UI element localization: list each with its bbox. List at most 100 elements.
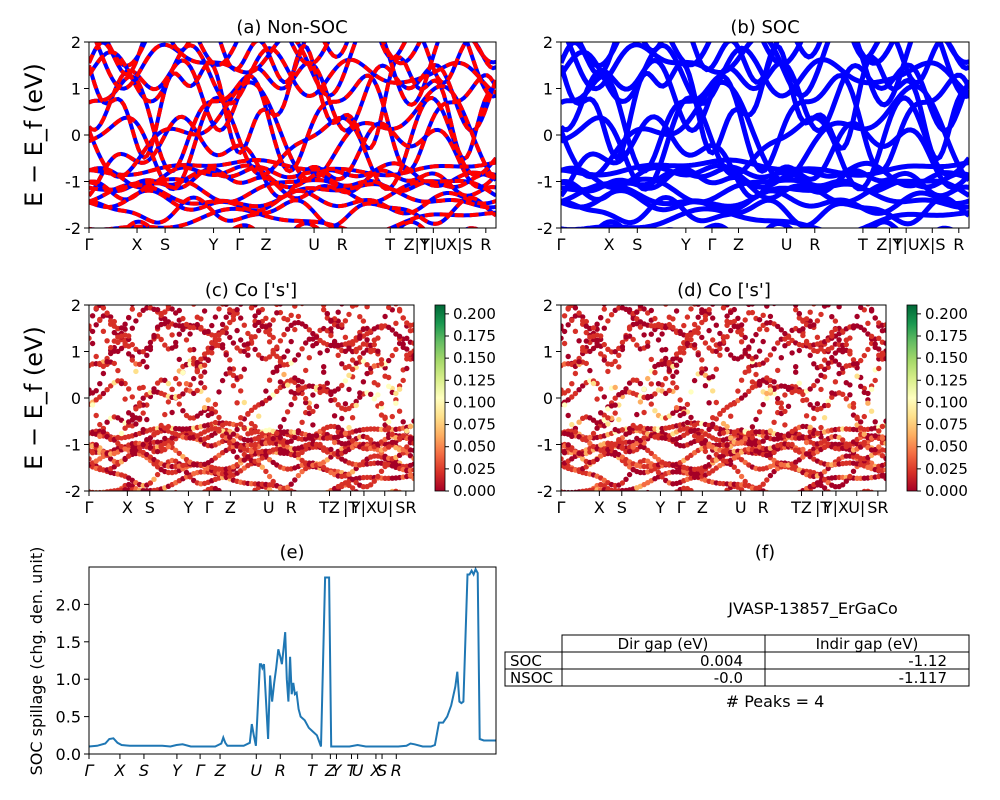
projected-point xyxy=(371,363,377,369)
projected-point xyxy=(386,383,392,389)
projected-point xyxy=(201,308,208,314)
projected-point xyxy=(227,440,233,447)
projected-point xyxy=(626,448,633,455)
projected-point xyxy=(209,350,215,356)
projected-point xyxy=(803,439,810,446)
projected-point xyxy=(378,357,385,363)
projected-point xyxy=(673,405,680,411)
projected-point xyxy=(861,439,867,445)
projected-point xyxy=(811,322,817,328)
projected-point xyxy=(245,352,251,358)
projected-point xyxy=(299,491,304,496)
projected-point xyxy=(742,392,748,398)
xtick-label: Y xyxy=(332,761,343,780)
projected-point xyxy=(339,415,345,422)
projected-point xyxy=(396,408,403,414)
projected-point xyxy=(299,346,305,352)
projected-point xyxy=(147,344,154,350)
projected-point xyxy=(775,367,781,374)
projected-point xyxy=(284,409,291,415)
projected-point xyxy=(601,483,607,489)
projected-point xyxy=(706,327,712,334)
projected-point xyxy=(836,337,842,343)
panel-c-title: (c) Co ['s'] xyxy=(205,280,297,301)
projected-point xyxy=(746,388,752,394)
projected-point xyxy=(580,344,586,351)
projected-point xyxy=(375,382,381,388)
projected-point xyxy=(785,334,792,340)
projected-point xyxy=(346,386,352,393)
projected-point xyxy=(400,377,406,384)
projected-point xyxy=(793,364,799,370)
projected-point xyxy=(760,481,766,487)
band-line-20 xyxy=(105,42,496,68)
projected-point xyxy=(162,411,168,418)
projected-point xyxy=(576,310,582,316)
projected-point xyxy=(847,335,853,341)
projected-point xyxy=(590,430,597,437)
projected-point xyxy=(673,362,680,368)
projected-point xyxy=(227,357,233,363)
xtick-label: X xyxy=(594,498,605,517)
projected-point xyxy=(598,410,604,416)
projected-point xyxy=(821,415,828,421)
projected-point xyxy=(865,320,871,326)
projected-point xyxy=(162,309,168,315)
projected-point xyxy=(111,360,118,367)
projected-point xyxy=(847,382,853,388)
projected-point xyxy=(277,338,284,344)
projected-point xyxy=(284,348,291,354)
projected-point xyxy=(274,493,279,498)
projected-point xyxy=(165,380,172,387)
projected-point xyxy=(659,347,665,353)
projected-point xyxy=(393,400,399,406)
projected-point xyxy=(349,469,356,475)
projected-point xyxy=(724,346,730,353)
projected-point xyxy=(706,441,712,447)
projected-point xyxy=(818,346,824,352)
projected-point xyxy=(180,369,186,376)
projected-point xyxy=(807,352,813,358)
projected-point xyxy=(829,394,835,400)
projected-point xyxy=(263,452,269,458)
colorbar-tick-label: 0.200 xyxy=(925,305,968,323)
projected-point xyxy=(115,348,121,355)
colorbar-tick-label: 0.100 xyxy=(453,393,496,411)
projected-point xyxy=(594,321,600,327)
projected-point xyxy=(702,340,709,346)
projected-point xyxy=(317,293,322,298)
projected-point xyxy=(295,387,302,393)
projected-point xyxy=(616,416,622,423)
projected-point xyxy=(648,401,654,407)
projected-point xyxy=(749,338,756,344)
table-row-nsoc-dir: -0.0 xyxy=(714,669,743,687)
projected-point xyxy=(746,493,751,498)
projected-point xyxy=(872,419,878,425)
projected-point xyxy=(158,422,164,429)
projected-point xyxy=(612,395,618,401)
projected-point xyxy=(746,305,752,308)
projected-point xyxy=(360,358,367,364)
projected-point xyxy=(129,305,135,307)
projected-point xyxy=(133,415,139,421)
projected-point xyxy=(840,349,846,355)
projected-point xyxy=(353,465,359,472)
projected-point xyxy=(321,491,326,496)
projected-point xyxy=(663,390,669,397)
xtick-label: X xyxy=(604,235,615,254)
xtick-label: Γ xyxy=(557,498,566,517)
projected-point xyxy=(605,297,610,302)
projected-point xyxy=(133,406,139,412)
projected-point xyxy=(634,411,640,418)
projected-point xyxy=(760,312,766,318)
projected-point xyxy=(800,326,806,332)
projected-point xyxy=(782,422,788,428)
xtick-label: T xyxy=(384,235,395,254)
panel-c-ylabel: E − E_f (eV) xyxy=(20,326,48,470)
projected-point xyxy=(216,306,222,312)
projected-point xyxy=(840,391,846,397)
projected-point xyxy=(241,366,247,372)
projected-point xyxy=(710,374,716,380)
projected-point xyxy=(219,422,226,428)
xtick-label: U xyxy=(781,235,793,254)
